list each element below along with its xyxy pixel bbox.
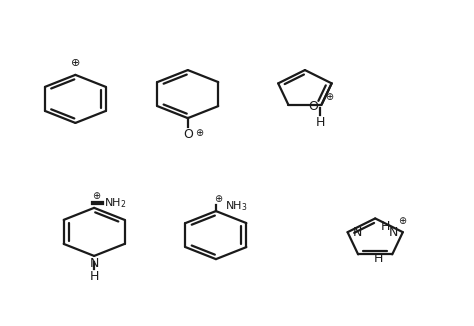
Text: ⊕: ⊕ xyxy=(325,92,334,102)
Text: ⊕: ⊕ xyxy=(398,216,406,226)
Text: NH$_2$: NH$_2$ xyxy=(104,196,127,210)
Text: ⊕: ⊕ xyxy=(214,194,222,204)
Text: H: H xyxy=(374,252,383,265)
Text: N: N xyxy=(90,257,99,270)
Text: H: H xyxy=(380,220,390,233)
Text: ⊕: ⊕ xyxy=(92,191,100,201)
Text: O: O xyxy=(308,100,318,113)
Text: O: O xyxy=(183,128,193,141)
Text: N: N xyxy=(389,226,398,239)
Text: ⊕: ⊕ xyxy=(195,128,203,139)
Text: NH$_3$: NH$_3$ xyxy=(225,199,248,213)
Text: ⊕: ⊕ xyxy=(71,58,80,68)
Text: H: H xyxy=(90,270,99,283)
Text: H: H xyxy=(315,116,325,129)
Text: N: N xyxy=(352,226,362,239)
